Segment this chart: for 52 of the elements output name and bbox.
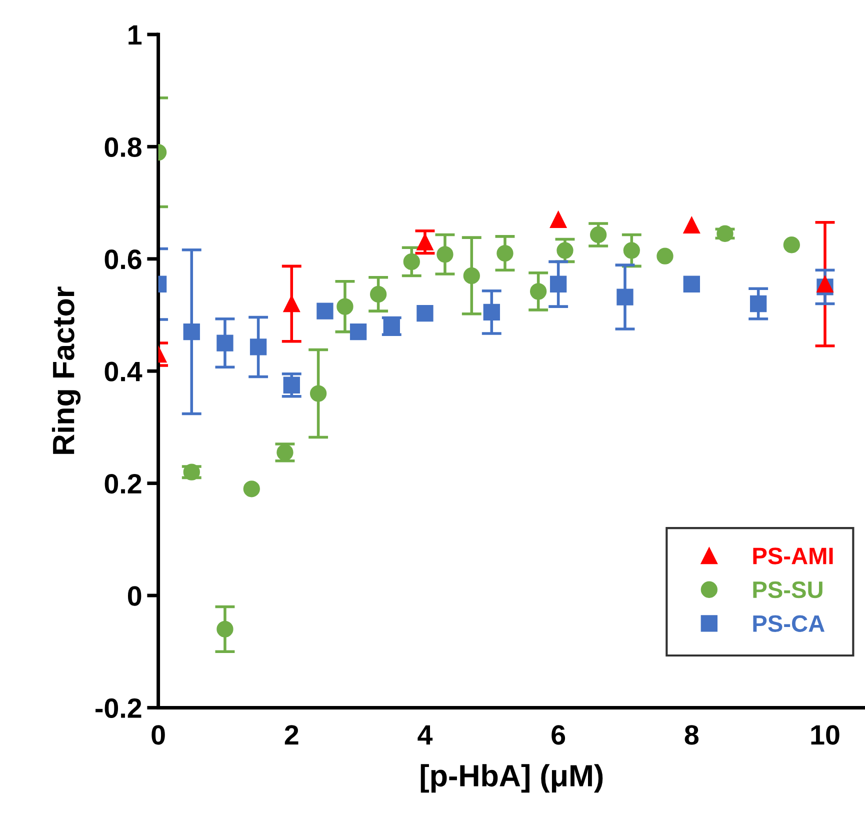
x-tick-label: 10 [811,725,840,745]
point [216,620,234,638]
point [416,234,434,250]
point [310,385,327,402]
y-tick-label: 0.8 [104,137,142,158]
point [623,242,640,259]
point [483,304,500,321]
point [530,283,547,300]
x-axis-title: [p-HbA] (μM) [420,764,603,793]
legend-label: PS-CA [753,615,825,632]
point [683,216,700,234]
point [656,248,674,264]
point [183,323,200,340]
y-tick-label: 0 [128,586,142,606]
point [496,244,514,262]
x-tick-label: 2 [284,725,298,744]
point [350,323,367,340]
point [463,267,480,284]
y-tick-label: 0.2 [104,474,142,494]
point [403,253,420,270]
point [590,226,607,244]
point [216,334,234,352]
point [416,304,434,322]
point [783,236,800,254]
point [716,225,734,242]
point [370,286,387,303]
y-tick-label: 0.6 [104,250,142,270]
point [283,295,300,312]
y-axis-title: Ring Factor [52,286,81,454]
x-tick-label: 6 [552,725,566,745]
point [283,376,300,394]
point [616,288,634,306]
point [550,211,567,228]
legend-label: PS-SU [753,581,822,598]
point [316,302,334,320]
x-tick-label: 4 [418,725,433,744]
x-tick-label: 0 [152,725,165,745]
point [250,338,267,356]
point [816,276,834,292]
y-tick-label: 1 [128,25,142,45]
point [436,246,454,263]
point [683,276,700,292]
x-tick-label: 8 [684,725,699,745]
point [556,242,574,259]
point [183,464,200,480]
point [750,295,767,312]
legend-label: PS-AMI [753,548,833,564]
y-tick-label: -0.2 [96,698,142,718]
point [550,276,567,292]
point [336,298,354,315]
y-tick-label: 0.4 [104,362,142,382]
point [243,480,260,498]
